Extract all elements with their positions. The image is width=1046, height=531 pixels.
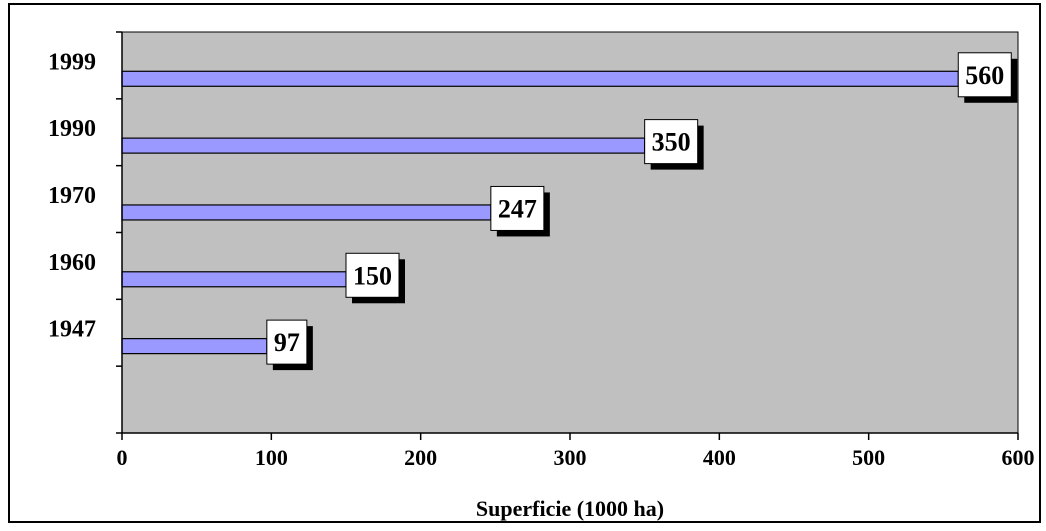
y-category-label: 1947 bbox=[48, 317, 96, 343]
data-label: 97 bbox=[274, 328, 300, 357]
bar bbox=[121, 204, 492, 221]
y-category-label: 1960 bbox=[48, 250, 96, 276]
data-label: 350 bbox=[652, 128, 691, 157]
bar bbox=[121, 137, 646, 154]
data-label: 560 bbox=[965, 61, 1004, 90]
y-category-label: 1990 bbox=[48, 116, 96, 142]
x-tick-label: 500 bbox=[852, 445, 885, 470]
data-label-box bbox=[345, 252, 400, 298]
data-label-box bbox=[266, 319, 308, 365]
x-tick-label: 600 bbox=[1002, 445, 1035, 470]
data-label-box bbox=[490, 185, 545, 231]
bar bbox=[121, 338, 268, 355]
bar bbox=[121, 271, 347, 288]
data-label: 150 bbox=[353, 261, 392, 290]
x-tick-label: 0 bbox=[117, 445, 128, 470]
y-category-label: 1970 bbox=[48, 183, 96, 209]
plot-area bbox=[121, 31, 1019, 434]
y-category-label: 1999 bbox=[48, 49, 96, 75]
bar bbox=[121, 70, 959, 87]
x-axis-title: Superficie (1000 ha) bbox=[476, 496, 664, 521]
data-label: 247 bbox=[498, 194, 537, 223]
data-label-box bbox=[644, 119, 699, 165]
x-tick-label: 100 bbox=[255, 445, 288, 470]
x-tick-label: 200 bbox=[404, 445, 437, 470]
data-labels-layer: 560 350 247 150 97 bbox=[266, 52, 1018, 371]
x-tick-label: 300 bbox=[554, 445, 587, 470]
axes-layer: 0 100 200 300 400 500 600 1999 1990 1970 1960 1947 bbox=[48, 31, 1035, 470]
x-tick-label: 400 bbox=[703, 445, 736, 470]
data-label-box bbox=[957, 52, 1012, 98]
